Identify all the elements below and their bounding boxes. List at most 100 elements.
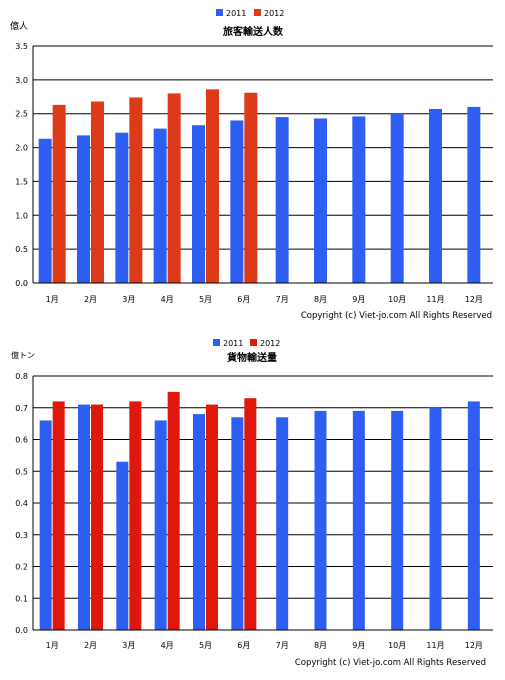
bar-2012-1月 (52, 104, 66, 283)
y-tick-label: 0.8 (15, 372, 28, 381)
y-tick-label: 1.5 (15, 177, 28, 186)
legend-swatch-2012 (254, 9, 261, 16)
x-tick-label: 11月 (426, 641, 444, 650)
bar-2011-1月 (38, 138, 52, 283)
bar-2011-7月 (275, 117, 289, 283)
x-tick-label: 10月 (388, 641, 406, 650)
bar-2011-10月 (390, 113, 404, 283)
chart-1-copyright: Copyright (c) Viet-jo.com All Rights Res… (301, 311, 492, 321)
x-tick-label: 11月 (426, 295, 444, 304)
bar-2011-8月 (314, 118, 327, 283)
bar-2011-9月 (352, 410, 365, 630)
legend-label-2012: 2012 (260, 339, 280, 348)
bar-2011-11月 (429, 407, 442, 630)
chart-2-y-ticks: 0.0 0.1 0.2 0.3 0.4 0.5 0.6 0.7 0.8 (15, 372, 28, 635)
chart-1-x-ticks: 1月 2月 3月 4月 5月 6月 7月 8月 9月 10月 11月 12月 (46, 295, 483, 304)
x-tick-label: 2月 (84, 295, 97, 304)
x-tick-label: 8月 (314, 295, 327, 304)
chart-1: 2011 2012 旅客輸送人数 億人 0.0 0.5 1.0 1.5 2.0 2.5 3.… (10, 9, 493, 321)
bar-2011-3月 (116, 461, 129, 630)
legend-swatch-2011 (213, 339, 220, 346)
chart-1-title: 旅客輸送人数 (223, 25, 284, 38)
bar-2011-2月 (78, 404, 90, 630)
bar-2012-6月 (244, 92, 258, 283)
chart-2-title: 貨物輸送量 (227, 351, 277, 364)
bar-2011-1月 (39, 420, 52, 630)
x-tick-label: 10月 (388, 295, 406, 304)
y-tick-label: 0.5 (15, 467, 28, 476)
chart-2-gridlines (33, 375, 493, 599)
x-tick-label: 1月 (46, 641, 59, 650)
legend-label-2011: 2011 (223, 339, 243, 348)
y-tick-label: 3.5 (15, 42, 28, 51)
x-tick-label: 5月 (199, 295, 212, 304)
x-tick-label: 12月 (465, 295, 483, 304)
bar-2012-1月 (52, 401, 65, 630)
bar-2011-6月 (231, 417, 244, 630)
chart-2-unit: 億トン (11, 350, 35, 360)
bar-2011-12月 (467, 106, 481, 283)
x-tick-label: 4月 (161, 295, 174, 304)
x-tick-label: 3月 (122, 295, 135, 304)
x-tick-label: 9月 (352, 641, 365, 650)
x-tick-label: 8月 (314, 641, 327, 650)
y-tick-label: 2.5 (15, 110, 28, 119)
y-tick-label: 0.4 (15, 499, 28, 508)
bar-2012-2月 (91, 101, 104, 283)
bar-2011-6月 (230, 120, 244, 283)
bar-2011-3月 (115, 132, 129, 283)
x-tick-label: 3月 (122, 641, 135, 650)
bar-2012-4月 (167, 391, 180, 630)
bar-2011-2月 (77, 135, 90, 283)
legend-label-2011: 2011 (226, 9, 246, 18)
y-tick-label: 1.0 (15, 211, 28, 220)
y-tick-label: 0.3 (15, 531, 28, 540)
bar-2011-9月 (352, 116, 366, 284)
x-tick-label: 7月 (276, 641, 289, 650)
y-tick-label: 0.0 (15, 626, 28, 635)
bar-2011-12月 (467, 401, 480, 630)
x-tick-label: 4月 (161, 641, 174, 650)
bar-2012-4月 (167, 93, 181, 284)
bar-2011-11月 (429, 108, 442, 283)
legend-label-2012: 2012 (264, 9, 284, 18)
chart-2-copyright: Copyright (c) Viet-jo.com All Rights Res… (295, 658, 486, 668)
x-tick-label: 6月 (237, 295, 250, 304)
bar-2012-5月 (206, 89, 219, 283)
bar-2011-5月 (193, 414, 205, 630)
x-tick-label: 7月 (276, 295, 289, 304)
chart-1-legend: 2011 2012 (216, 9, 284, 18)
chart-2-x-ticks: 1月 2月 3月 4月 5月 6月 7月 8月 9月 10月 11月 12月 (46, 641, 483, 650)
x-tick-label: 6月 (237, 641, 250, 650)
chart-1-gridlines (33, 45, 493, 250)
y-tick-label: 0.6 (15, 436, 28, 445)
x-tick-label: 12月 (465, 641, 483, 650)
x-tick-label: 2月 (84, 641, 97, 650)
y-tick-label: 2.0 (15, 144, 28, 153)
bar-2012-5月 (206, 404, 218, 630)
y-tick-label: 0.2 (15, 563, 28, 572)
y-tick-label: 0.0 (15, 279, 28, 288)
bar-2012-2月 (91, 404, 103, 630)
bar-2012-3月 (129, 401, 142, 630)
y-tick-label: 0.5 (15, 245, 28, 254)
x-tick-label: 9月 (352, 295, 365, 304)
chart-2-bars (39, 391, 480, 630)
bar-2011-5月 (192, 125, 205, 284)
bar-2012-6月 (244, 398, 257, 630)
bar-2011-8月 (314, 410, 327, 630)
bar-2011-4月 (154, 420, 167, 630)
chart-2-legend: 2011 2012 (213, 339, 280, 348)
chart-1-bars (38, 89, 481, 284)
x-tick-label: 1月 (46, 295, 59, 304)
y-tick-label: 3.0 (15, 76, 28, 85)
y-tick-label: 0.7 (15, 404, 28, 413)
chart-1-unit: 億人 (10, 20, 28, 32)
x-tick-label: 5月 (199, 641, 212, 650)
y-tick-label: 0.1 (15, 594, 28, 603)
legend-swatch-2011 (216, 9, 223, 16)
bar-2011-4月 (153, 128, 167, 283)
chart-2: 2011 2012 貨物輸送量 億トン 0.00.10.20.30.40.50.… (11, 339, 493, 668)
bar-2011-7月 (276, 417, 289, 630)
